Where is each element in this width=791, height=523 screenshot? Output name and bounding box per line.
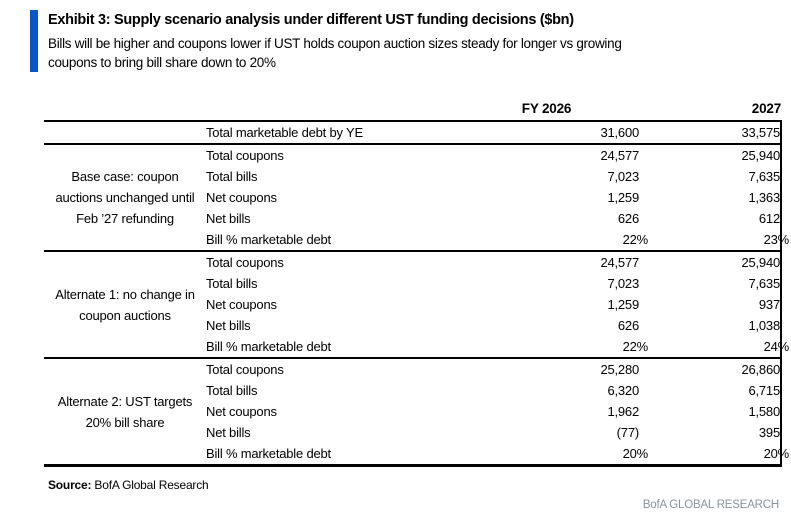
metric-cell: Total coupons	[206, 362, 284, 377]
source-text: BofA Global Research	[91, 478, 209, 492]
table-row: Net bills 626 1,038	[44, 315, 782, 336]
scenario-cell: Alternate 1: no change in coupon auction…	[44, 251, 206, 359]
supply-scenario-table: FY 2026 2027 Total marketable debt by YE…	[44, 90, 789, 467]
value-cell-2027: 23%	[639, 229, 789, 252]
value-cell-2027: 937	[639, 294, 782, 315]
metric-cell: Bill % marketable debt	[206, 229, 454, 252]
exhibit-header: Exhibit 3: Supply scenario analysis unde…	[30, 10, 750, 72]
value-cell-2027: 25,940	[639, 251, 782, 273]
metric-cell: Net bills	[206, 211, 251, 226]
value-cell-fy2026: 24,577	[600, 148, 639, 163]
metric-cell: Total bills	[206, 383, 258, 398]
value-cell-2027: 1,580	[639, 401, 782, 422]
scenario-section-base-case: Base case: coupon auctions unchanged unt…	[44, 144, 789, 252]
metric-cell: Bill % marketable debt	[206, 336, 454, 359]
value-cell-2027: 33,575	[639, 121, 782, 145]
table-row: Bill % marketable debt 22% 24%	[44, 336, 789, 359]
exhibit-title: Exhibit 3: Supply scenario analysis unde…	[48, 12, 574, 28]
metric-cell: Net coupons	[206, 404, 277, 419]
table-row: Base case: coupon auctions unchanged unt…	[44, 144, 782, 252]
metric-cell: Total coupons	[206, 148, 284, 163]
value-cell-fy2026: (77)	[616, 425, 640, 440]
table-row: Total bills 7,023 7,635	[44, 273, 782, 294]
metric-cell: Total bills	[206, 276, 258, 291]
value-cell-fy2026: 626	[617, 318, 639, 333]
scenario-section-alternate-1: Alternate 1: no change in coupon auction…	[44, 251, 789, 359]
table-row: Total bills 6,320 6,715	[44, 380, 782, 401]
value-cell-fy2026: 626	[617, 211, 639, 226]
table-header-row: FY 2026 2027	[44, 90, 781, 122]
metric-cell: Net coupons	[206, 190, 277, 205]
value-cell-fy2026: 6,320	[607, 383, 639, 398]
source-note: Source: BofA Global Research	[48, 478, 209, 492]
metric-cell: Bill % marketable debt	[206, 443, 454, 467]
table-row: Net bills 626 612	[44, 208, 782, 229]
scenario-cell-empty	[44, 121, 206, 145]
value-cell-2027: 612	[639, 208, 782, 229]
value-cell-2027: 20%	[639, 443, 789, 467]
column-header-fy2026: FY 2026	[454, 90, 639, 122]
exhibit-subtitle: Bills will be higher and coupons lower i…	[48, 36, 622, 70]
source-label: Source:	[48, 478, 92, 492]
value-cell-fy2026: 20%	[454, 443, 648, 467]
value-cell-fy2026: 31,600	[454, 121, 639, 145]
value-cell-2027: 395	[639, 422, 782, 443]
value-cell-fy2026: 1,962	[607, 404, 639, 419]
table-row: Net coupons 1,259 1,363	[44, 187, 782, 208]
value-cell-fy2026: 7,023	[607, 169, 639, 184]
table-row: Total bills 7,023 7,635	[44, 166, 782, 187]
value-cell-fy2026: 25,280	[600, 362, 639, 377]
value-cell-fy2026: 22%	[454, 229, 648, 252]
value-cell-2027: 25,940	[639, 144, 782, 166]
value-cell-2027: 1,038	[639, 315, 782, 336]
value-cell-fy2026: 24,577	[600, 255, 639, 270]
exhibit-header-text: Exhibit 3: Supply scenario analysis unde…	[48, 10, 622, 72]
metric-cell: Total marketable debt by YE	[206, 121, 454, 145]
table-row: Alternate 1: no change in coupon auction…	[44, 251, 782, 359]
column-header-scenario-spacer	[44, 90, 206, 122]
accent-bar	[30, 10, 38, 72]
value-cell-2027: 1,363	[639, 187, 782, 208]
metric-cell: Total coupons	[206, 255, 284, 270]
value-cell-fy2026: 22%	[454, 336, 648, 359]
metric-cell: Net bills	[206, 318, 251, 333]
table-row: Alternate 2: UST targets 20% bill share …	[44, 358, 782, 467]
value-cell-2027: 26,860	[639, 358, 782, 380]
value-cell-2027: 7,635	[639, 166, 782, 187]
scenario-section-alternate-2: Alternate 2: UST targets 20% bill share …	[44, 358, 789, 467]
table-row: Net bills (77) 395	[44, 422, 782, 443]
table-row: Total marketable debt by YE 31,600 33,57…	[44, 121, 782, 145]
column-header-metric-spacer	[206, 90, 454, 122]
value-cell-fy2026: 7,023	[607, 276, 639, 291]
metric-cell: Net bills	[206, 425, 251, 440]
table-row: Net coupons 1,962 1,580	[44, 401, 782, 422]
table-row: Net coupons 1,259 937	[44, 294, 782, 315]
metric-cell: Net coupons	[206, 297, 277, 312]
scenario-cell: Alternate 2: UST targets 20% bill share	[44, 358, 206, 467]
metric-cell: Total bills	[206, 169, 258, 184]
column-header-2027: 2027	[639, 90, 781, 122]
value-cell-fy2026: 1,259	[607, 297, 639, 312]
brand-footer: BofA GLOBAL RESEARCH	[642, 499, 779, 511]
value-cell-2027: 24%	[639, 336, 789, 359]
value-cell-2027: 7,635	[639, 273, 782, 294]
value-cell-fy2026: 1,259	[607, 190, 639, 205]
table-row: Bill % marketable debt 22% 23%	[44, 229, 789, 252]
scenario-cell: Base case: coupon auctions unchanged unt…	[44, 144, 206, 252]
table-row: Bill % marketable debt 20% 20%	[44, 443, 789, 467]
value-cell-2027: 6,715	[639, 380, 782, 401]
